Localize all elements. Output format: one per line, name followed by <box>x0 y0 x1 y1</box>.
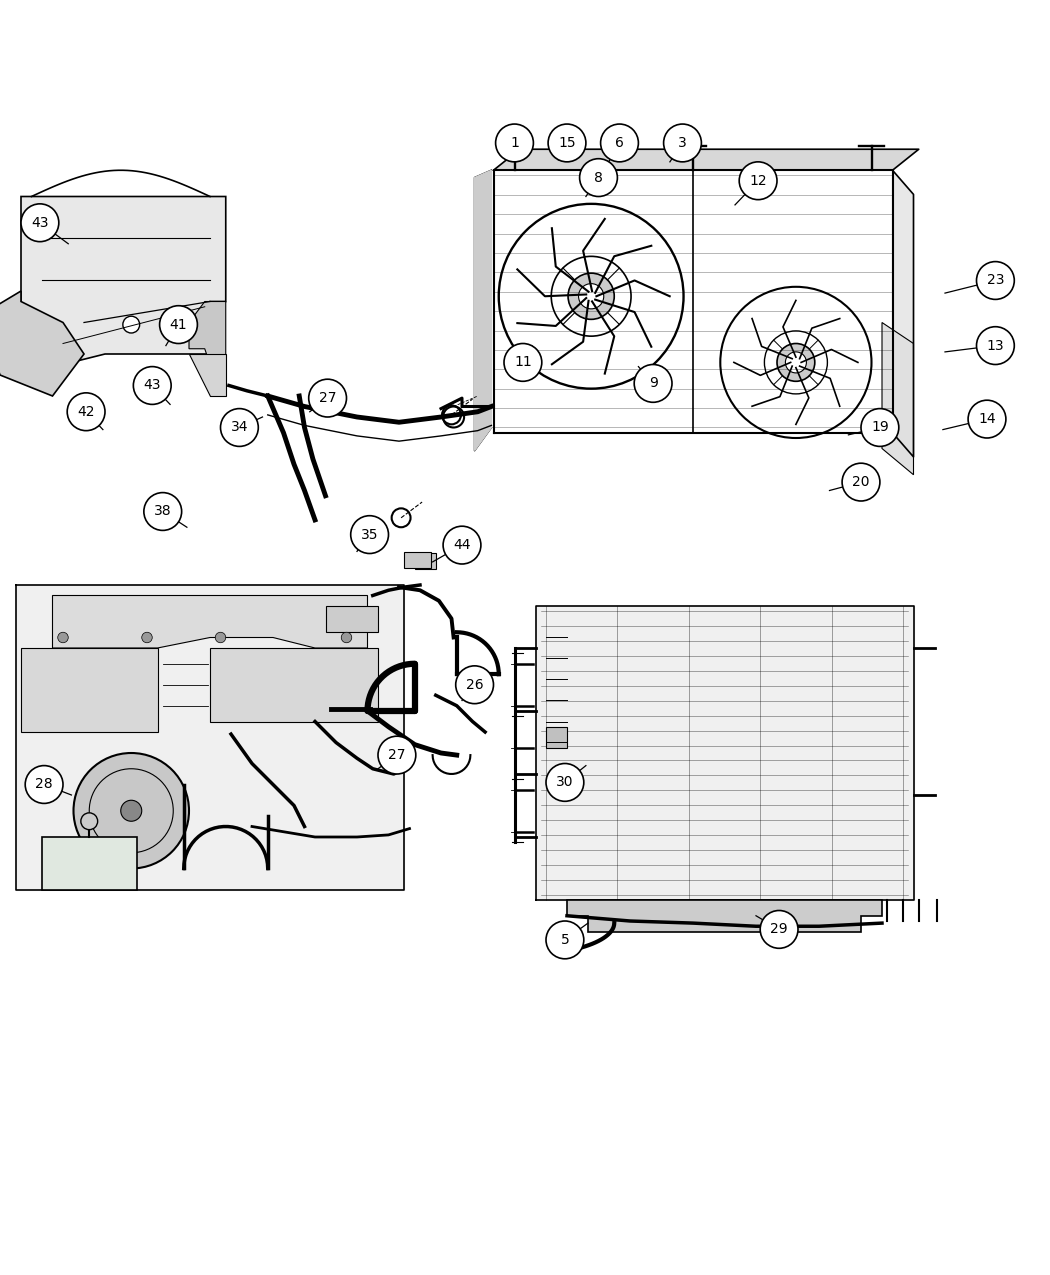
Text: 43: 43 <box>144 379 161 393</box>
Text: 15: 15 <box>559 136 575 150</box>
Circle shape <box>968 400 1006 439</box>
Polygon shape <box>546 727 567 747</box>
Text: 34: 34 <box>231 421 248 435</box>
Circle shape <box>74 754 189 868</box>
Circle shape <box>976 326 1014 365</box>
Circle shape <box>580 158 617 196</box>
Polygon shape <box>882 323 914 474</box>
Text: 42: 42 <box>78 404 94 418</box>
Polygon shape <box>567 900 882 932</box>
Text: 6: 6 <box>615 136 624 150</box>
Text: 20: 20 <box>853 476 869 490</box>
Circle shape <box>861 408 899 446</box>
Polygon shape <box>0 291 84 397</box>
Text: 26: 26 <box>466 678 483 692</box>
Circle shape <box>220 408 258 446</box>
Circle shape <box>634 365 672 403</box>
Polygon shape <box>21 196 226 365</box>
Text: 19: 19 <box>872 421 888 435</box>
Text: 27: 27 <box>319 391 336 405</box>
Circle shape <box>579 283 604 309</box>
Circle shape <box>142 632 152 643</box>
Text: 41: 41 <box>170 317 187 332</box>
Circle shape <box>546 921 584 959</box>
Circle shape <box>133 367 171 404</box>
Circle shape <box>351 515 388 553</box>
Circle shape <box>739 162 777 200</box>
Circle shape <box>21 204 59 242</box>
Text: 14: 14 <box>979 412 995 426</box>
Text: 13: 13 <box>987 339 1004 353</box>
Polygon shape <box>16 585 404 890</box>
Text: 9: 9 <box>649 376 657 390</box>
Text: 38: 38 <box>154 505 171 519</box>
Circle shape <box>976 261 1014 300</box>
Circle shape <box>601 124 638 162</box>
Circle shape <box>496 124 533 162</box>
Circle shape <box>548 124 586 162</box>
Polygon shape <box>475 171 491 450</box>
Text: 23: 23 <box>987 274 1004 287</box>
Text: 3: 3 <box>678 136 687 150</box>
Polygon shape <box>21 648 158 732</box>
Circle shape <box>341 632 352 643</box>
Circle shape <box>215 632 226 643</box>
Text: 1: 1 <box>510 136 519 150</box>
Circle shape <box>58 632 68 643</box>
Text: 44: 44 <box>454 538 470 552</box>
Polygon shape <box>892 171 914 456</box>
Circle shape <box>81 813 98 830</box>
Circle shape <box>777 343 815 381</box>
Text: 35: 35 <box>361 528 378 542</box>
Text: 8: 8 <box>594 171 603 185</box>
Polygon shape <box>189 301 226 365</box>
Polygon shape <box>189 354 226 397</box>
Text: 28: 28 <box>36 778 52 792</box>
Circle shape <box>785 352 806 372</box>
Text: 12: 12 <box>750 173 766 187</box>
Circle shape <box>504 343 542 381</box>
Text: 30: 30 <box>556 775 573 789</box>
Text: 29: 29 <box>771 922 788 936</box>
Circle shape <box>160 306 197 343</box>
Circle shape <box>568 273 614 319</box>
Circle shape <box>67 393 105 431</box>
Text: 43: 43 <box>32 215 48 230</box>
Circle shape <box>456 666 493 704</box>
Circle shape <box>121 801 142 821</box>
Circle shape <box>760 910 798 949</box>
Text: 11: 11 <box>514 356 531 370</box>
Circle shape <box>378 736 416 774</box>
Polygon shape <box>536 606 914 900</box>
Text: 27: 27 <box>388 748 405 762</box>
Circle shape <box>842 463 880 501</box>
Polygon shape <box>52 595 368 648</box>
Circle shape <box>309 379 346 417</box>
Polygon shape <box>210 648 378 722</box>
Polygon shape <box>42 836 136 890</box>
Circle shape <box>546 764 584 801</box>
Circle shape <box>443 527 481 564</box>
Polygon shape <box>415 553 436 569</box>
Polygon shape <box>326 606 378 632</box>
Circle shape <box>144 492 182 530</box>
Circle shape <box>664 124 701 162</box>
Bar <box>404 552 430 569</box>
Text: 5: 5 <box>561 933 569 947</box>
Polygon shape <box>494 149 919 171</box>
Circle shape <box>25 765 63 803</box>
Circle shape <box>123 316 140 333</box>
